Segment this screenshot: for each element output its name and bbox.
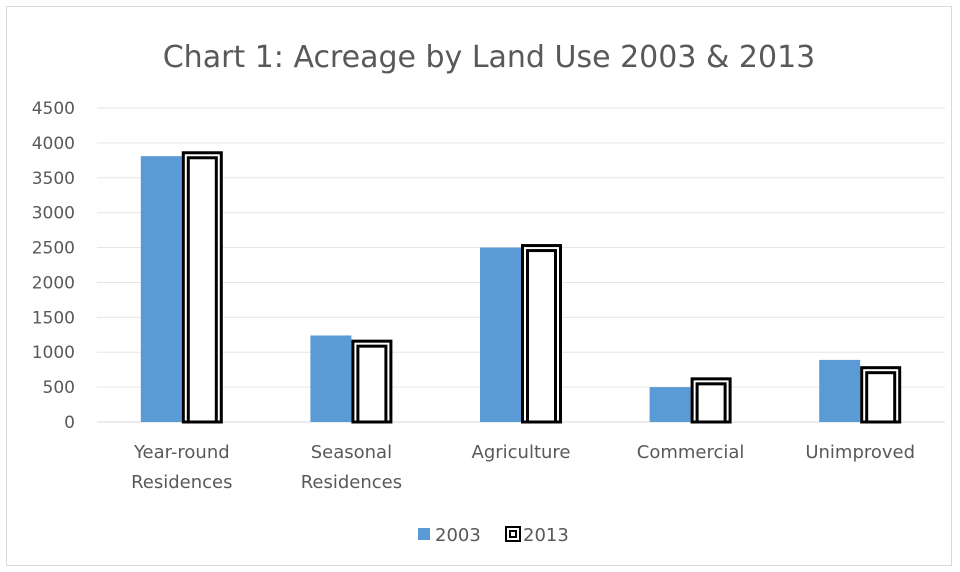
- x-axis-category-labels: Year-round Residences Seasonal Residences Ag…: [131, 442, 915, 493]
- bar-2003: [310, 335, 352, 422]
- chart-frame: Chart 1: Acreage by Land Use 2003 & 2013…: [6, 6, 952, 566]
- y-tick-label: 4000: [32, 134, 75, 154]
- legend-label-2003: 2003: [435, 525, 481, 546]
- bar-2003: [480, 247, 521, 422]
- x-category-label: Commercial: [637, 442, 745, 463]
- bar-2003: [649, 387, 691, 422]
- x-category-label: Unimproved: [805, 442, 915, 463]
- y-tick-label: 1500: [32, 308, 75, 328]
- legend-swatch-2013: [505, 526, 521, 542]
- y-tick-label: 3500: [32, 169, 75, 189]
- legend-swatch-2003: [418, 528, 430, 540]
- legend-label-2013: 2013: [523, 525, 569, 546]
- legend: 2003 2013: [418, 525, 569, 546]
- y-tick-label: 500: [43, 378, 75, 398]
- y-tick-label: 1000: [32, 343, 75, 363]
- bars: [140, 151, 902, 424]
- y-tick-label: 2000: [32, 273, 75, 293]
- x-category-label: Year-round: [133, 442, 230, 463]
- bar-2013-inner-outline: [186, 156, 218, 424]
- bar-2013-inner-outline: [695, 382, 727, 424]
- y-tick-label: 0: [64, 413, 75, 433]
- bar-2003: [819, 359, 861, 422]
- bar-2013-inner-outline: [526, 249, 557, 424]
- x-category-label: Agriculture: [472, 442, 571, 463]
- legend-swatch-2013-inner: [509, 530, 517, 538]
- y-tick-label: 2500: [32, 239, 75, 259]
- bar-2013-inner-outline: [865, 371, 897, 424]
- x-category-label: Residences: [131, 472, 232, 493]
- chart-title: Chart 1: Acreage by Land Use 2003 & 2013: [163, 40, 816, 75]
- bar-2003: [140, 156, 182, 422]
- bar-chart: Chart 1: Acreage by Land Use 2003 & 2013…: [32, 40, 945, 546]
- x-category-label: Residences: [301, 472, 402, 493]
- y-tick-label: 4500: [32, 99, 75, 119]
- y-tick-label: 3000: [32, 204, 75, 224]
- x-category-label: Seasonal: [311, 442, 392, 463]
- y-axis-tick-labels: 0 500 1000 1500 2000 2500 3000 3500 4000 4500: [32, 99, 75, 433]
- bar-2013-inner-outline: [356, 344, 388, 424]
